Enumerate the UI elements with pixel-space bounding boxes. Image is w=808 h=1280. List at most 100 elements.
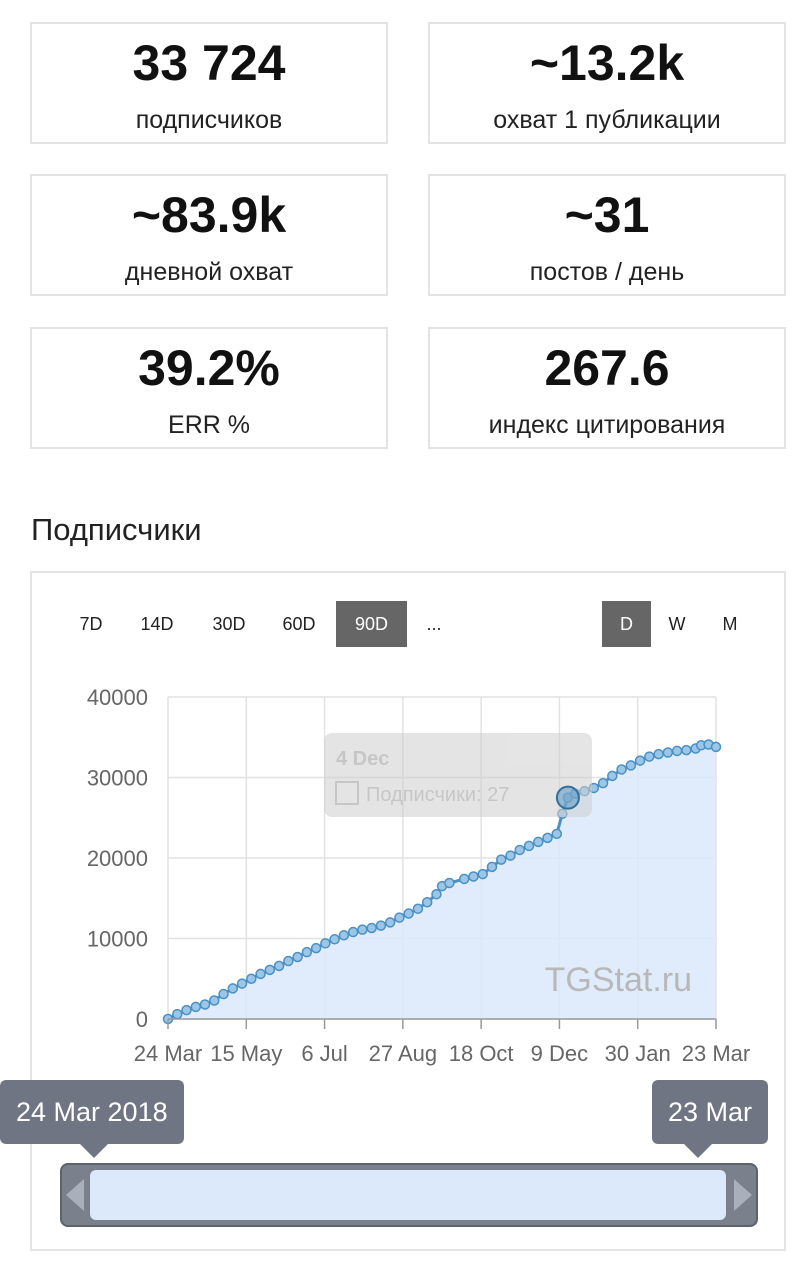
y-tick-label: 30000: [87, 766, 148, 791]
data-point[interactable]: [255, 968, 266, 980]
range-button-30d[interactable]: 30D: [212, 614, 246, 634]
data-point[interactable]: [246, 973, 257, 984]
y-tick-label: 0: [136, 1007, 148, 1032]
data-point[interactable]: [209, 995, 220, 1006]
data-point[interactable]: [662, 747, 674, 758]
data-point[interactable]: [199, 999, 211, 1010]
data-point[interactable]: [468, 871, 479, 882]
period-button-day[interactable]: D: [602, 601, 651, 647]
tooltip-series: Подписчики: 27: [366, 784, 509, 806]
y-tick-label: 10000: [87, 927, 148, 952]
stat-label: дневной охват: [124, 258, 294, 286]
data-point[interactable]: [542, 832, 553, 844]
data-point[interactable]: [292, 951, 303, 963]
data-point[interactable]: [264, 964, 276, 976]
data-point[interactable]: [681, 744, 692, 756]
data-point[interactable]: [375, 920, 387, 931]
highlighted-point[interactable]: [555, 785, 580, 810]
data-point[interactable]: [607, 770, 618, 782]
data-point[interactable]: [320, 938, 331, 949]
data-point[interactable]: [431, 888, 442, 900]
data-point[interactable]: [172, 1008, 183, 1020]
navigator-right-handle[interactable]: [734, 1179, 752, 1211]
stat-card-err: 39.2% ERR %: [30, 327, 388, 449]
stat-value: 33 724: [132, 35, 286, 91]
range-button-14d[interactable]: 14D: [140, 614, 174, 634]
stat-card-post-reach: ~13.2k охват 1 публикации: [428, 22, 786, 144]
y-tick-label: 20000: [87, 846, 148, 871]
x-tick-label: 18 Oct: [449, 1041, 514, 1066]
stat-label: охват 1 публикации: [493, 106, 721, 134]
data-point[interactable]: [357, 924, 368, 935]
stat-card-daily-reach: ~83.9k дневной охват: [30, 174, 388, 296]
x-tick-label: 27 Aug: [369, 1041, 438, 1066]
data-point[interactable]: [671, 745, 683, 757]
data-point[interactable]: [616, 764, 627, 775]
data-point[interactable]: [394, 912, 405, 923]
y-tick-label: 40000: [87, 685, 148, 710]
stat-card-citation-index: 267.6 индекс цитирования: [428, 327, 786, 449]
x-tick-label: 24 Mar: [134, 1041, 202, 1066]
data-point[interactable]: [329, 934, 340, 945]
section-title: Подписчики: [31, 512, 202, 547]
x-tick-label: 30 Jan: [605, 1041, 671, 1066]
stat-label: индекс цитирования: [488, 411, 726, 439]
data-point[interactable]: [347, 926, 359, 938]
data-point[interactable]: [644, 751, 655, 762]
data-point[interactable]: [218, 988, 229, 1000]
tooltip-legend-swatch: [335, 781, 359, 805]
data-point[interactable]: [710, 741, 722, 753]
data-point[interactable]: [412, 903, 424, 914]
data-point[interactable]: [458, 873, 470, 885]
x-tick-label: 9 Dec: [531, 1041, 588, 1066]
data-point[interactable]: [236, 978, 248, 989]
data-point[interactable]: [384, 917, 396, 928]
tooltip: 4 Dec Подписчики: 27: [324, 733, 592, 817]
navigator-left-handle[interactable]: [66, 1179, 84, 1211]
x-tick-label: 15 May: [210, 1041, 282, 1066]
data-point[interactable]: [421, 897, 433, 908]
data-point[interactable]: [495, 854, 507, 865]
period-button-week[interactable]: W: [668, 614, 686, 634]
data-point[interactable]: [181, 1004, 192, 1016]
range-button-7d[interactable]: 7D: [79, 614, 103, 634]
chart-plot[interactable]: 0 10000 20000 30000 40000 24 Mar 15 May 6 Jul 27…: [32, 573, 784, 1249]
stat-value: ~13.2k: [529, 35, 685, 91]
navigator-selection[interactable]: [90, 1170, 726, 1220]
range-button-60d[interactable]: 60D: [282, 614, 316, 634]
navigator[interactable]: [60, 1163, 758, 1227]
data-point[interactable]: [273, 960, 285, 972]
stat-value: ~31: [564, 187, 650, 243]
subscribers-chart: 7D 14D 30D 60D 90D ... D W M 0 10000 20000…: [30, 571, 786, 1251]
data-point[interactable]: [505, 850, 516, 861]
range-button-more[interactable]: ...: [426, 614, 442, 634]
data-point[interactable]: [283, 955, 294, 967]
data-point[interactable]: [403, 908, 414, 919]
data-point[interactable]: [338, 930, 350, 941]
data-point[interactable]: [653, 748, 664, 760]
data-point[interactable]: [625, 760, 637, 771]
data-point[interactable]: [523, 840, 535, 852]
data-point[interactable]: [301, 946, 313, 958]
stat-label: постов / день: [529, 258, 685, 286]
navigator-to-label: 23 Mar: [652, 1080, 769, 1158]
data-point[interactable]: [486, 861, 498, 873]
x-tick-label: 6 Jul: [301, 1041, 347, 1066]
data-point[interactable]: [477, 868, 488, 880]
data-point[interactable]: [227, 983, 239, 994]
data-point[interactable]: [366, 922, 377, 934]
data-point[interactable]: [514, 844, 526, 856]
tooltip-date: 4 Dec: [336, 748, 389, 770]
data-point[interactable]: [190, 1001, 202, 1013]
data-point[interactable]: [533, 836, 544, 848]
period-button-month[interactable]: M: [722, 614, 738, 634]
data-point[interactable]: [444, 877, 455, 889]
stat-value: ~83.9k: [131, 187, 287, 243]
data-point[interactable]: [634, 755, 646, 766]
range-button-90d[interactable]: 90D: [336, 601, 407, 647]
watermark: TGStat.ru: [545, 961, 692, 999]
data-point[interactable]: [551, 828, 563, 840]
data-point[interactable]: [310, 942, 322, 954]
data-point[interactable]: [597, 777, 609, 789]
stat-value: 39.2%: [138, 340, 280, 396]
